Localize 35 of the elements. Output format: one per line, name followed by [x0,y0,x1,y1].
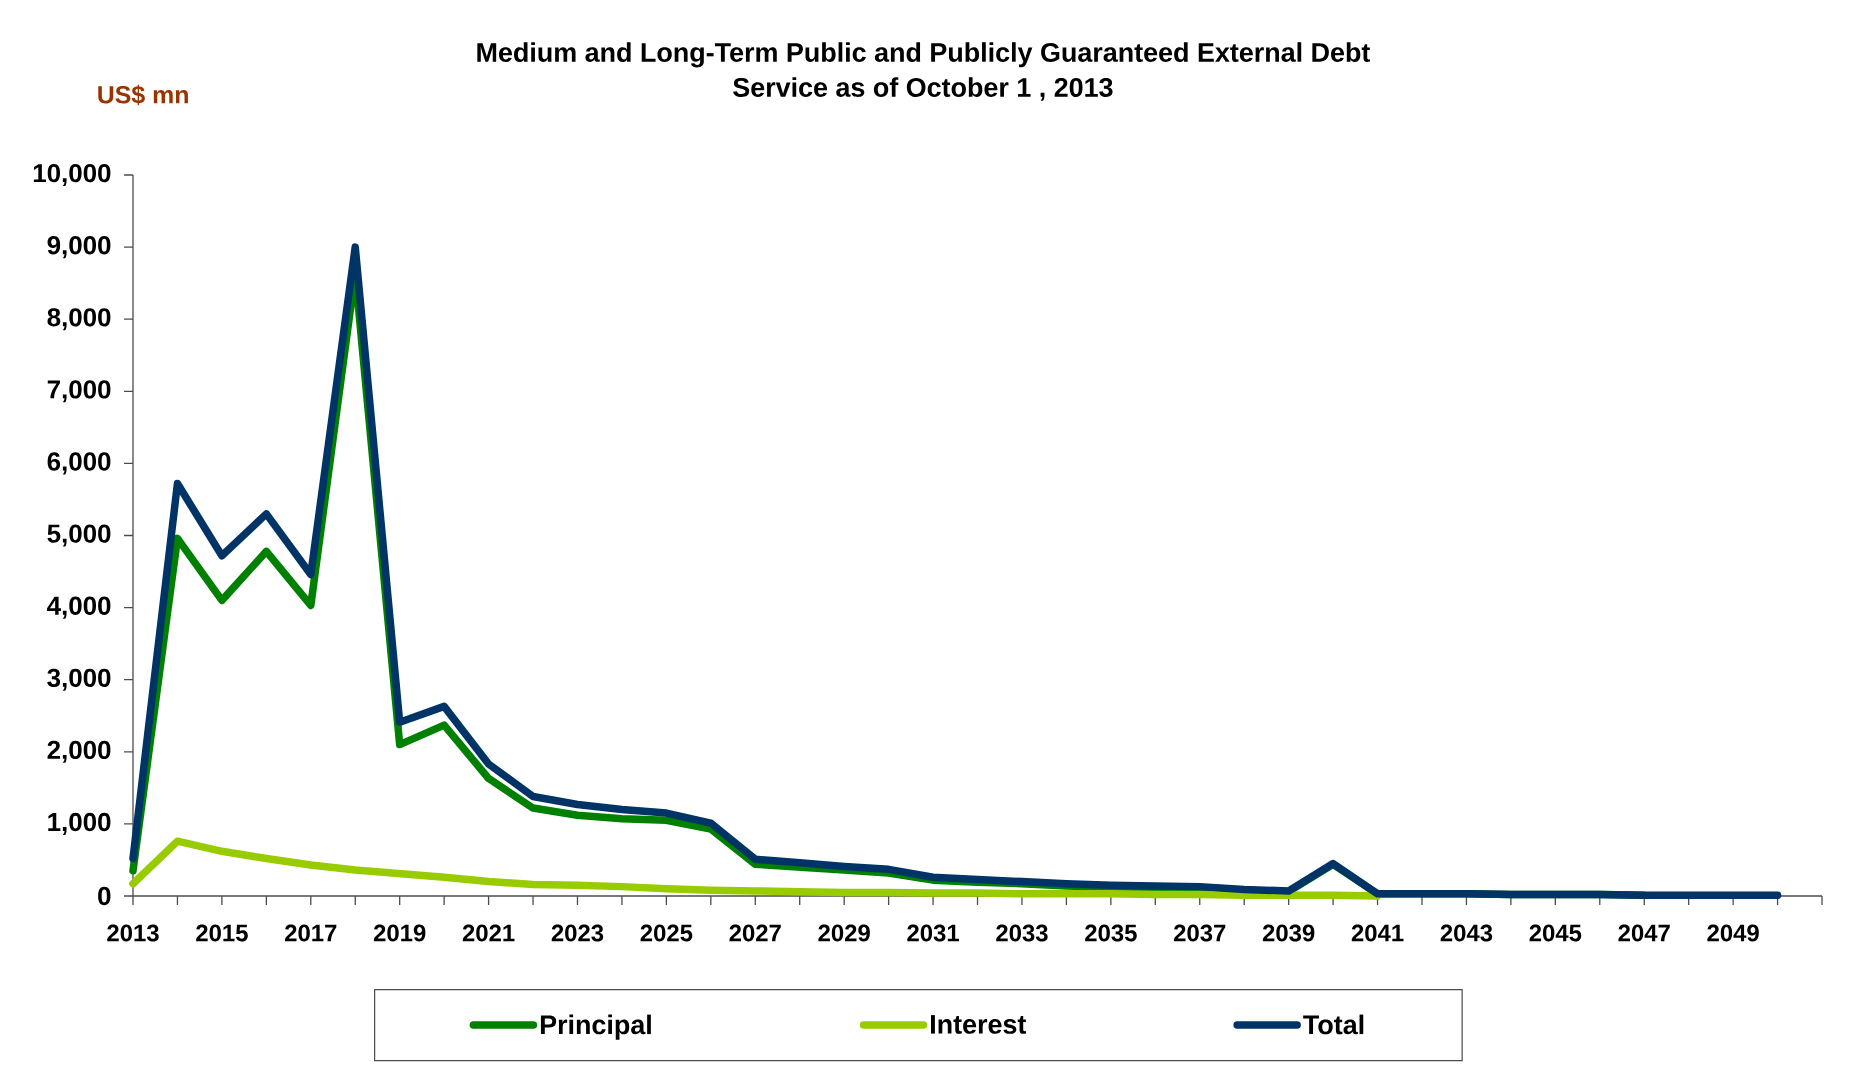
y-tick-label: 9,000 [47,236,111,259]
x-tick-label: 2015 [196,924,248,942]
x-tick-label: 2019 [373,924,426,942]
x-tick-label: 2041 [1351,924,1404,942]
y-tick-label: 2,000 [47,740,111,763]
x-tick-label: 2029 [818,924,870,942]
x-tick-label: 2037 [1173,924,1226,942]
x-tick-label: 2025 [640,924,693,942]
x-tick-label: 2043 [1440,924,1493,942]
x-tick-label: 2035 [1085,924,1137,942]
chart-title: Medium and Long-Term Public and Publicly Guaranteed External Debt Service as of October 1 , 2013 [477,42,1371,101]
y-axis-title: US$ mn [98,84,188,106]
x-tick-label: 2013 [107,924,159,942]
x-tick-label: 2031 [907,924,959,942]
y-tick-label: 10,000 [33,163,111,187]
y-tick-label: 3,000 [47,668,111,691]
y-tick-label: 6,000 [47,452,111,475]
x-tick-label: 2033 [996,924,1048,942]
y-tick-label: 4,000 [47,596,111,619]
x-tick-label: 2017 [285,924,337,942]
y-tick-label: 1,000 [48,812,111,835]
x-tick-label: 2047 [1618,924,1670,942]
legend-label: Total [1303,1014,1364,1035]
x-tick-label: 2023 [551,924,604,942]
y-tick-label: 8,000 [47,308,111,331]
y-tick-label: 0 [98,886,111,906]
legend-label: Interest [931,1015,1027,1034]
x-tick-label: 2021 [462,924,515,942]
x-tick-label: 2049 [1707,924,1759,942]
y-tick-label: 5,000 [47,524,111,547]
y-tick-label: 7,000 [47,380,111,403]
x-tick-label: 2045 [1529,924,1582,942]
x-tick-label: 2027 [729,924,781,942]
legend-label: Principal [540,1014,651,1040]
x-tick-label: 2039 [1262,924,1315,942]
